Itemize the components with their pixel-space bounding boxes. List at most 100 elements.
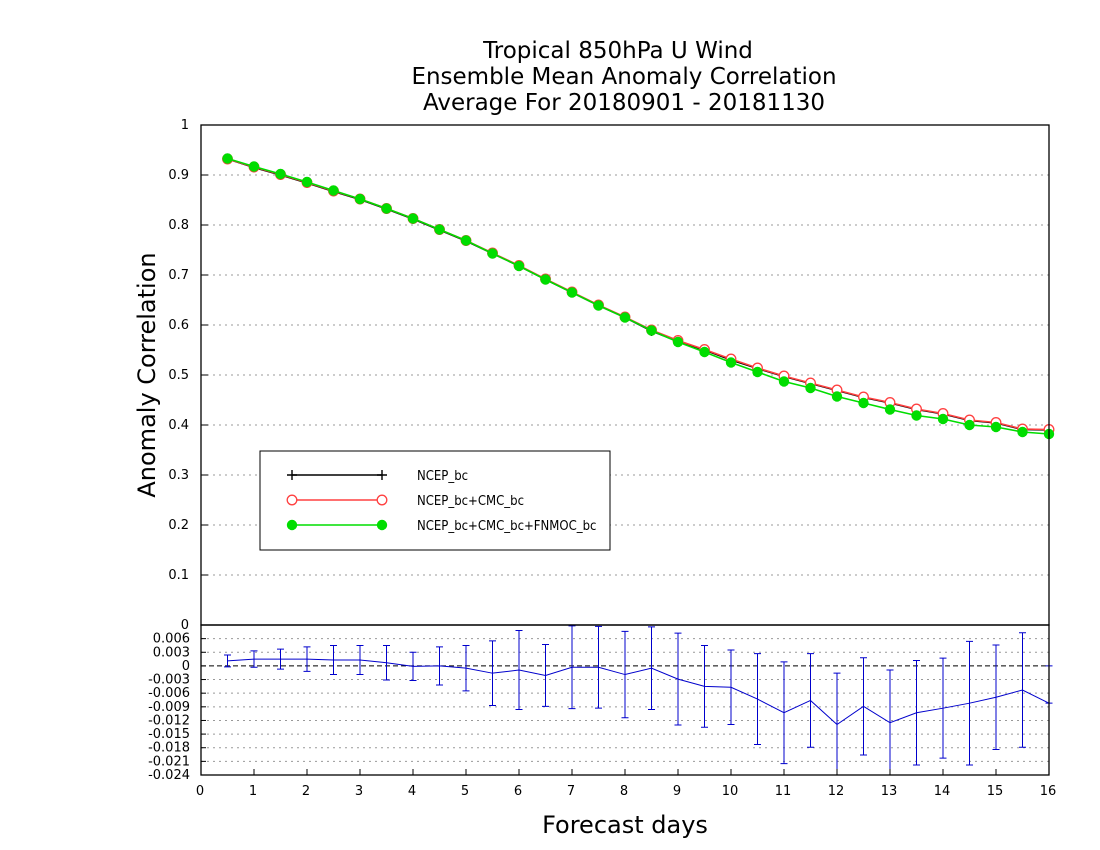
main-y-tick-label: 0 xyxy=(181,618,189,633)
data-point xyxy=(248,161,260,172)
chart-title: Tropical 850hPa U Wind Ensemble Mean Ano… xyxy=(411,38,836,116)
error-bar xyxy=(939,657,947,759)
data-point xyxy=(884,404,896,415)
error-bar xyxy=(303,646,311,672)
diff-series-line xyxy=(227,658,1050,726)
legend-marker xyxy=(376,494,388,506)
legend-marker xyxy=(286,494,298,506)
y-axis-label: Anomaly Correlation xyxy=(133,252,161,497)
data-point xyxy=(354,193,366,205)
data-point xyxy=(805,382,816,394)
x-tick-label: 0 xyxy=(196,784,204,799)
x-tick-label: 14 xyxy=(934,784,951,799)
diff-y-tick-label: 0.003 xyxy=(153,645,190,660)
data-point xyxy=(964,419,975,431)
data-point xyxy=(275,168,286,180)
x-tick-label: 9 xyxy=(673,784,681,799)
diff-y-tick-label: 0 xyxy=(182,659,190,674)
legend-label: NCEP_bc+CMC_bc xyxy=(417,494,524,509)
x-tick-label: 1 xyxy=(249,784,257,799)
x-tick-label: 12 xyxy=(828,784,845,799)
data-point xyxy=(911,410,922,421)
error-bar xyxy=(701,644,708,728)
error-bar xyxy=(542,644,549,707)
error-bar xyxy=(409,651,417,681)
main-y-tick-label: 0.8 xyxy=(168,218,189,233)
x-tick-label: 5 xyxy=(461,784,469,799)
x-tick-label: 13 xyxy=(881,784,898,799)
main-y-tick-labels: 0 0.1 0.2 0.3 0.4 0.5 0.6 0.7 0.8 0.9 1 xyxy=(168,118,189,633)
error-bar xyxy=(436,646,443,686)
error-bar xyxy=(1019,632,1026,748)
x-tick-label: 6 xyxy=(514,784,522,799)
diff-y-tick-label: -0.018 xyxy=(148,741,190,756)
diff-series xyxy=(224,625,1053,776)
main-y-tick-label: 0.9 xyxy=(168,168,189,183)
error-bar xyxy=(330,644,337,676)
error-bar xyxy=(383,644,390,681)
data-point xyxy=(301,176,313,188)
data-point xyxy=(619,312,631,323)
legend-marker xyxy=(286,519,298,531)
x-tick-label: 4 xyxy=(408,784,416,799)
data-point xyxy=(593,300,604,311)
error-bar xyxy=(860,657,867,756)
data-point xyxy=(566,287,578,298)
diff-y-tick-label: -0.024 xyxy=(148,768,190,783)
x-tick-label: 15 xyxy=(987,784,1004,799)
data-point xyxy=(328,185,339,196)
error-bar xyxy=(621,630,629,719)
x-tick-label: 16 xyxy=(1040,784,1057,799)
error-bar xyxy=(250,650,258,668)
error-bar xyxy=(780,661,788,765)
x-tick-label: 8 xyxy=(620,784,628,799)
error-bar xyxy=(992,644,1000,751)
main-y-tick-label: 0.7 xyxy=(168,268,189,283)
legend-marker xyxy=(377,470,387,480)
x-tick-label: 10 xyxy=(722,784,739,799)
error-bar xyxy=(913,659,920,766)
diff-y-tick-label: -0.012 xyxy=(148,713,190,728)
data-point xyxy=(460,235,472,246)
x-axis-label: Forecast days xyxy=(542,811,708,839)
legend-marker xyxy=(376,519,388,531)
diff-y-tick-label: -0.009 xyxy=(148,700,190,715)
diff-y-tick-labels: 0.0060.0030-0.003-0.006-0.009-0.012-0.01… xyxy=(148,632,190,783)
error-bar xyxy=(356,644,364,676)
x-tick-labels: 0 1 2 3 4 5 6 7 8 9 10 11 12 13 14 15 16 xyxy=(196,769,1056,799)
error-bar xyxy=(595,625,602,709)
data-point xyxy=(407,213,419,224)
data-point xyxy=(434,224,445,235)
data-point xyxy=(1017,426,1028,438)
main-y-tick-label: 0.6 xyxy=(168,318,189,333)
data-point xyxy=(646,325,657,336)
x-tick-label: 11 xyxy=(775,784,792,799)
error-bar xyxy=(462,644,470,692)
data-point xyxy=(752,366,763,378)
main-y-tick-label: 0.3 xyxy=(168,468,189,483)
main-y-tick-label: 1 xyxy=(181,118,189,133)
data-point xyxy=(858,397,869,409)
title-line-2: Ensemble Mean Anomaly Correlation xyxy=(411,64,836,90)
error-bar xyxy=(489,640,496,706)
data-point xyxy=(699,346,710,358)
data-point xyxy=(937,413,949,425)
error-bar xyxy=(754,653,761,746)
x-tick-label: 7 xyxy=(567,784,575,799)
error-bar xyxy=(807,653,814,748)
diff-y-tick-label: 0.006 xyxy=(153,632,190,647)
data-point xyxy=(222,153,233,164)
diff-y-tick-label: -0.003 xyxy=(148,673,190,688)
error-bar xyxy=(277,648,284,670)
error-bar xyxy=(674,632,682,726)
data-point xyxy=(672,336,684,348)
error-bar xyxy=(727,649,735,726)
diff-y-tick-label: -0.015 xyxy=(148,727,190,742)
main-y-tick-label: 0.2 xyxy=(168,518,189,533)
error-bar xyxy=(648,626,655,711)
data-point xyxy=(778,376,790,387)
error-bar xyxy=(966,640,973,766)
data-point xyxy=(513,260,525,272)
diff-y-tick-label: -0.021 xyxy=(148,754,190,769)
